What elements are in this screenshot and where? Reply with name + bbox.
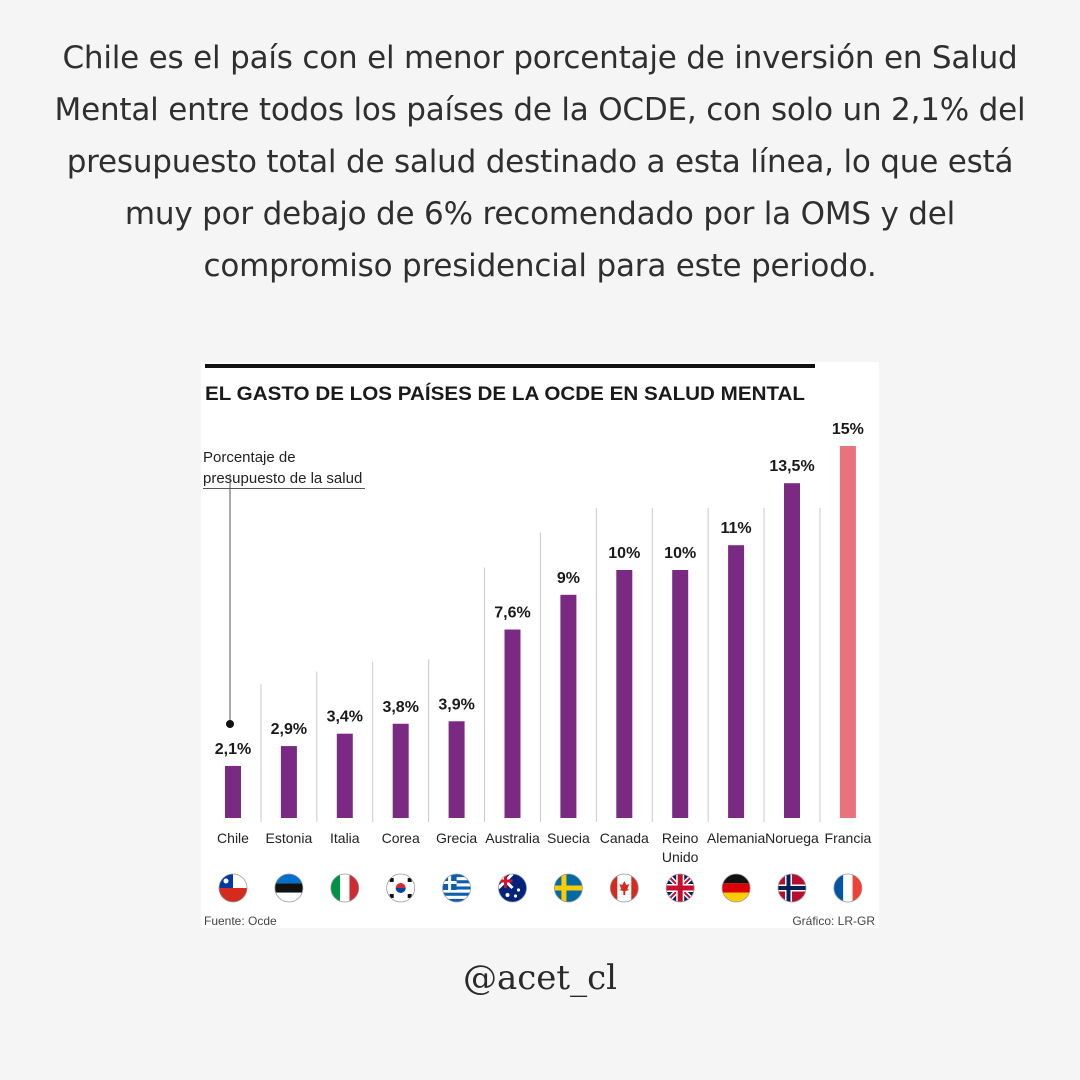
chile-pointer-dot: [226, 720, 234, 728]
value-label: 13,5%: [769, 458, 814, 475]
australia-flag: [498, 873, 527, 903]
bar-suecia: [560, 594, 577, 818]
y-axis-label-line2: presupuesto de la salud: [203, 470, 362, 487]
category-label: Reino: [662, 830, 699, 846]
category-label: Noruega: [765, 830, 819, 846]
value-label: 15%: [832, 421, 864, 438]
italy-flag: [330, 873, 360, 903]
value-label: 2,9%: [271, 721, 307, 738]
category-label: Australia: [485, 830, 540, 846]
category-label: Canada: [600, 830, 649, 846]
category-label: Grecia: [436, 830, 477, 846]
chart-title: EL GASTO DE LOS PAÍSES DE LA OCDE EN SAL…: [205, 383, 805, 405]
value-label: 7,6%: [494, 605, 530, 622]
social-handle: @acet_cl: [462, 958, 617, 998]
bar-chart: EL GASTO DE LOS PAÍSES DE LA OCDE EN SAL…: [203, 364, 875, 928]
value-label: 3,8%: [382, 699, 418, 716]
value-label: 3,4%: [327, 709, 363, 726]
headline-text: Chile es el país con el menor porcentaje…: [54, 40, 1026, 284]
bar-reino-unido: [672, 570, 689, 818]
bar-francia: [839, 446, 856, 818]
category-label: Estonia: [266, 830, 313, 846]
value-label: 10%: [664, 545, 696, 562]
canada-flag: [609, 873, 639, 903]
y-axis-label-line1: Porcentaje de: [203, 449, 296, 466]
germany-flag: [721, 873, 751, 903]
uk-flag: [665, 873, 695, 903]
value-label: 10%: [608, 545, 640, 562]
bar-canada: [616, 570, 633, 818]
category-label: Unido: [662, 849, 699, 865]
value-label: 9%: [557, 570, 580, 587]
greece-flag: [442, 873, 472, 903]
category-label: Francia: [825, 830, 872, 846]
value-label: 3,9%: [438, 696, 474, 713]
bar-estonia: [280, 746, 297, 818]
category-label: Corea: [382, 830, 420, 846]
bar-grecia: [448, 721, 465, 818]
bar-chile: [225, 765, 241, 818]
category-label: Suecia: [547, 830, 590, 846]
norway-flag: [777, 873, 807, 903]
sweden-flag: [553, 873, 583, 903]
estonia-flag: [274, 873, 304, 903]
category-label: Italia: [330, 830, 360, 846]
chart-top-rule: [205, 364, 815, 368]
chile-flag: [218, 873, 248, 903]
korea-flag: [386, 873, 416, 903]
bar-australia: [504, 629, 521, 818]
chart-credit: Gráfico: LR-GR: [792, 914, 875, 928]
chart-source: Fuente: Ocde: [204, 914, 277, 928]
y-axis-label-underline: [203, 488, 365, 489]
bar-alemania: [728, 545, 745, 818]
bar-italia: [336, 733, 353, 818]
france-flag: [833, 873, 863, 903]
value-label: 11%: [721, 520, 752, 537]
chart-card: EL GASTO DE LOS PAÍSES DE LA OCDE EN SAL…: [201, 362, 879, 928]
category-label: Alemania: [707, 830, 766, 846]
bar-corea: [392, 723, 409, 818]
category-label: Chile: [217, 830, 249, 846]
value-label: 2,1%: [215, 741, 251, 758]
bar-noruega: [784, 483, 800, 818]
